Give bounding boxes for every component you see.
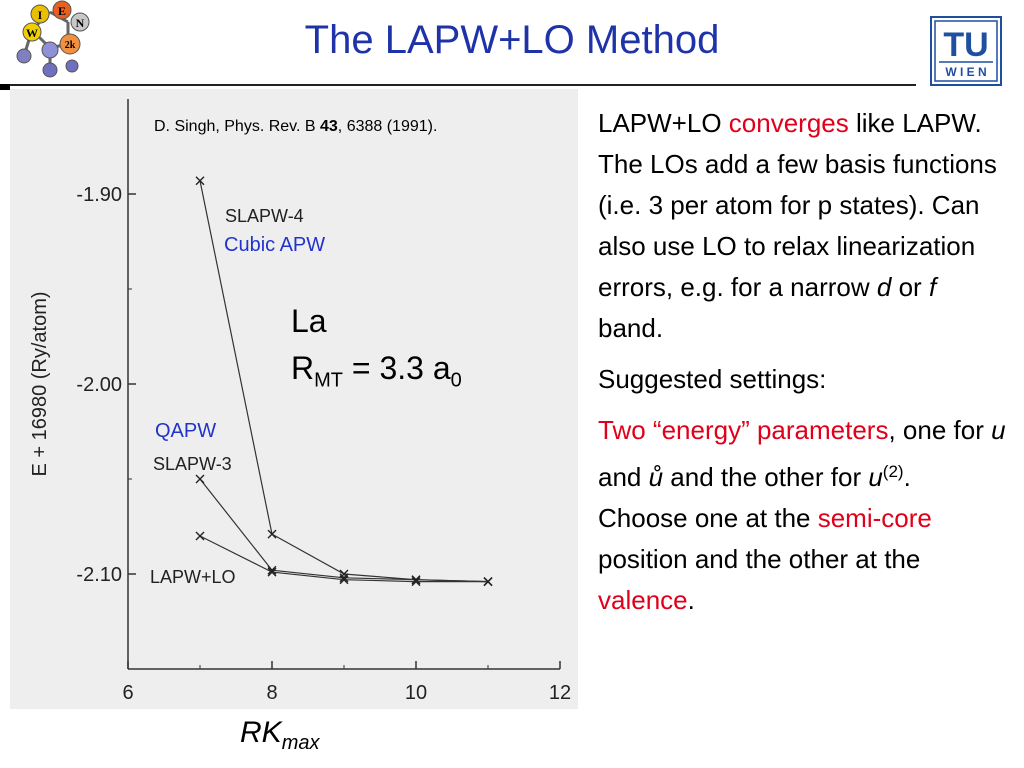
x-tick-label: 6 xyxy=(122,682,133,704)
energy-convergence-chart: 6 8 10 12 -1.90 -2.00 -2.10 E + 16980 (Ry/atom)… xyxy=(29,99,571,704)
y-tick-label: -2.00 xyxy=(76,374,122,396)
annotation-cubic-apw: Cubic APW xyxy=(224,234,326,256)
divider-accent xyxy=(0,84,10,90)
data-point xyxy=(339,573,349,583)
annotation-qapw: QAPW xyxy=(155,420,217,442)
title-divider xyxy=(0,84,916,86)
svg-text:2k: 2k xyxy=(65,40,76,51)
body-paragraph-2: Suggested settings: xyxy=(598,364,827,394)
data-point xyxy=(339,575,349,585)
tu-wien-logo: TU W I E N xyxy=(930,16,1002,86)
data-point xyxy=(267,567,277,577)
y-tick-label: -1.90 xyxy=(76,184,122,206)
data-point xyxy=(267,529,277,539)
annotation-element: La xyxy=(291,303,327,339)
x-axis-title: RKmax xyxy=(240,716,320,754)
figure-reference: D. Singh, Phys. Rev. B 43, 6388 (1991). xyxy=(154,118,438,135)
series-label: LAPW+LO xyxy=(150,567,236,587)
body-paragraph-1: LAPW+LO converges like LAPW. The LOs add… xyxy=(598,108,997,343)
figure-background xyxy=(10,89,578,709)
series-line-slapw-3 xyxy=(199,478,489,583)
data-point xyxy=(483,577,493,587)
slide-body: LAPW+LO converges like LAPW. The LOs add… xyxy=(598,103,1006,631)
series-label: SLAPW-4 xyxy=(225,206,304,226)
svg-text:W I E N: W I E N xyxy=(945,65,986,79)
svg-text:I: I xyxy=(38,8,43,22)
annotation-rmt: RMT = 3.3 a0 xyxy=(291,350,462,392)
data-point xyxy=(195,531,205,541)
body-paragraph-3: Two “energy” parameters, one for u and ů… xyxy=(598,415,1006,615)
data-point xyxy=(195,474,205,484)
slide-title: The LAPW+LO Method xyxy=(304,18,720,62)
y-axis-label: E + 16980 (Ry/atom) xyxy=(29,291,51,476)
svg-text:N: N xyxy=(76,16,85,30)
wien2k-logo: I E W N 2k xyxy=(16,0,90,78)
series-label: SLAPW-3 xyxy=(153,454,232,474)
data-point xyxy=(195,176,205,186)
x-tick-label: 10 xyxy=(405,682,427,704)
data-point xyxy=(411,575,421,585)
x-tick-label: 12 xyxy=(549,682,571,704)
svg-text:W: W xyxy=(26,26,38,40)
y-tick-label: -2.10 xyxy=(76,564,122,586)
svg-text:E: E xyxy=(58,4,66,18)
x-tick-label: 8 xyxy=(266,682,277,704)
svg-text:TU: TU xyxy=(943,26,988,64)
data-point xyxy=(411,577,421,587)
